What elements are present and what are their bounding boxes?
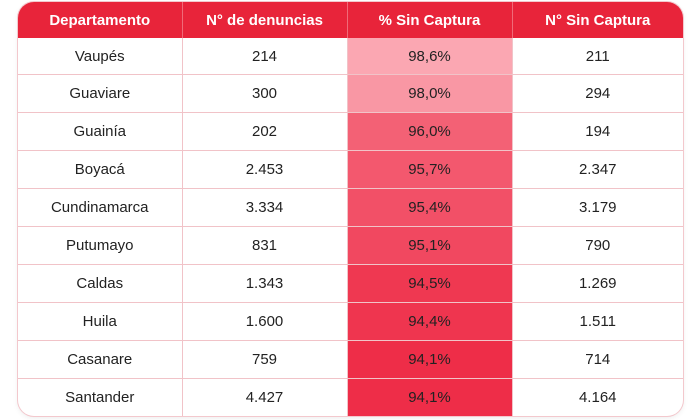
data-table-container: Departamento N° de denuncias % Sin Captu… — [18, 2, 683, 416]
table-row: Putumayo 831 95,1% 790 — [18, 226, 683, 266]
cell-departamento: Vaupés — [18, 38, 183, 76]
cell-denuncias: 2.453 — [182, 150, 348, 190]
cell-n-sin-captura: 4.164 — [578, 389, 617, 407]
cell-denuncias: 1.343 — [182, 264, 348, 304]
cell-pct-sin-captura: 94,1% — [347, 378, 513, 416]
cell-pct-sin-captura: 98,0% — [347, 74, 513, 114]
table-row: Guaviare 300 98,0% 294 — [18, 74, 683, 114]
cell-n-sin-captura: 211 — [512, 38, 683, 76]
cell-pct-sin-captura: 94,5% — [347, 264, 513, 304]
header-departamento: Departamento — [18, 2, 183, 38]
cell-n-sin-captura: 3.179 — [512, 188, 683, 228]
header-pct-sin-captura: % Sin Captura — [347, 2, 513, 38]
cell-pct-sin-captura: 98,6% — [347, 38, 513, 76]
cell-departamento: Guaviare — [18, 74, 183, 114]
cell-denuncias: 831 — [182, 226, 348, 266]
cell-departamento: Boyacá — [18, 150, 183, 190]
cell-denuncias: 300 — [182, 74, 348, 114]
cell-pct-sin-captura: 95,4% — [347, 188, 513, 228]
cell-n-sin-captura: 2.347 — [512, 150, 683, 190]
cell-pct-sin-captura: 96,0% — [347, 112, 513, 152]
cell-denuncias: 3.334 — [182, 188, 348, 228]
cell-n-sin-captura: 790 — [512, 226, 683, 266]
table-row: Boyacá 2.453 95,7% 2.347 — [18, 150, 683, 190]
cell-n-sin-captura: 1.511 — [512, 302, 683, 342]
cell-departamento: Putumayo — [18, 226, 183, 266]
cell-denuncias: 759 — [182, 340, 348, 380]
cell-pct-sin-captura: 94,4% — [347, 302, 513, 342]
cell-pct-sin-captura: 95,7% — [347, 150, 513, 190]
table-row: Cundinamarca 3.334 95,4% 3.179 — [18, 188, 683, 228]
cell-pct-sin-captura: 95,1% — [347, 226, 513, 266]
table-row: Casanare 759 94,1% 714 — [18, 340, 683, 380]
cell-denuncias: 202 — [182, 112, 348, 152]
data-table: Departamento N° de denuncias % Sin Captu… — [18, 2, 683, 416]
cell-n-sin-captura: 714 — [512, 340, 683, 380]
cell-n-sin-captura: 1.269 — [512, 264, 683, 304]
table-row: Santander 4.427 94,1% 4.164 — [18, 378, 683, 416]
cell-n-sin-captura: 294 — [512, 74, 683, 114]
cell-departamento: Caldas — [18, 264, 183, 304]
cell-departamento: Guainía — [18, 112, 183, 152]
table-row: Guainía 202 96,0% 194 — [18, 112, 683, 152]
header-denuncias: N° de denuncias — [182, 2, 348, 38]
cell-departamento: Huila — [18, 302, 183, 342]
table-body: Vaupés 214 98,6% 211 Guaviare 300 98,0% 294 Guai… — [18, 38, 683, 416]
cell-departamento: Cundinamarca — [18, 188, 183, 228]
table-row: Vaupés 214 98,6% 211 — [18, 38, 683, 76]
cell-pct-sin-captura: 94,1% — [347, 340, 513, 380]
cell-denuncias: 4.427 — [182, 378, 348, 416]
cell-departamento: Casanare — [18, 340, 183, 380]
table-row: Caldas 1.343 94,5% 1.269 — [18, 264, 683, 304]
cell-denuncias: 1.600 — [182, 302, 348, 342]
table-row: Huila 1.600 94,4% 1.511 — [18, 302, 683, 342]
cell-denuncias: 214 — [182, 38, 348, 76]
cell-n-sin-captura: 194 — [512, 112, 683, 152]
table-header-row: Departamento N° de denuncias % Sin Captu… — [18, 2, 683, 38]
header-n-sin-captura: N° Sin Captura — [512, 2, 683, 38]
cell-departamento: Santander — [18, 378, 183, 416]
